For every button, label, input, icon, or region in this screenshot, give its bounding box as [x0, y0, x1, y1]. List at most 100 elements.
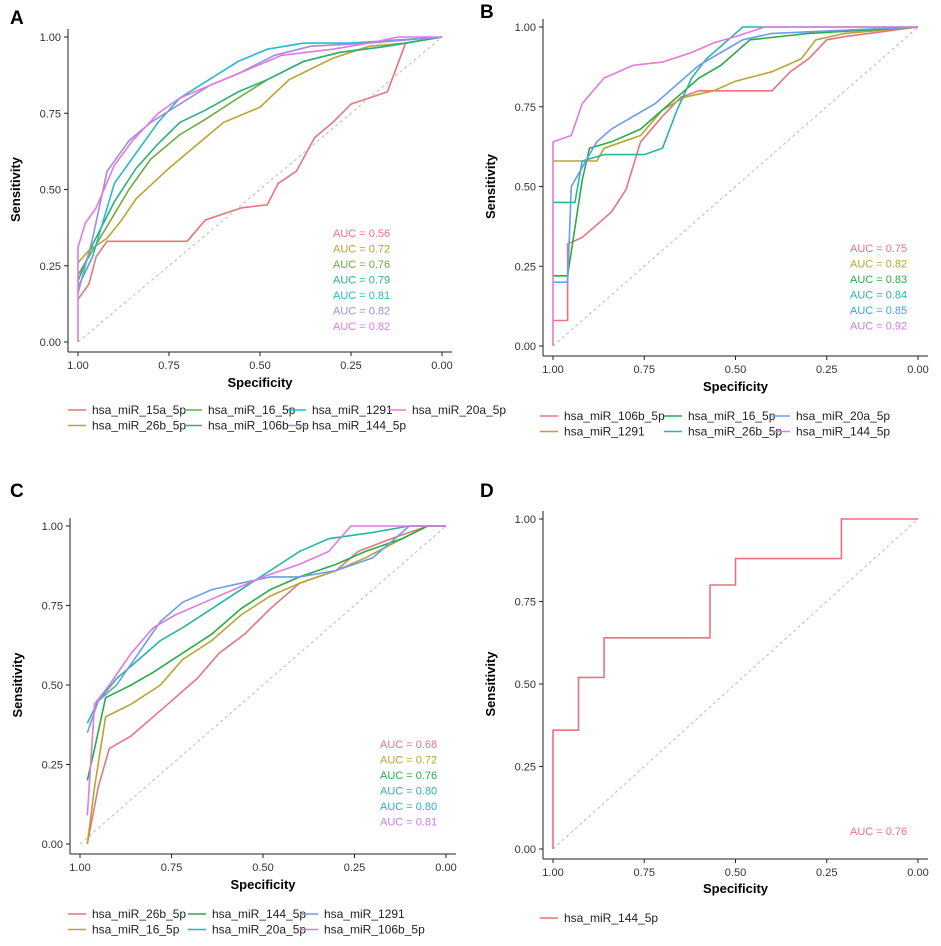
y-tick-label: 0.00 — [515, 844, 536, 856]
panel-letter: B — [480, 2, 494, 23]
auc-label: AUC = 0.80 — [380, 801, 437, 813]
roc-line-hsa-mir-144-5p — [552, 26, 918, 346]
y-axis-title: Sensitivity — [8, 156, 23, 222]
y-tick-label: 0.00 — [40, 337, 61, 349]
legend-label: hsa_miR_106b_5p — [208, 419, 309, 433]
auc-label: AUC = 0.82 — [333, 306, 390, 318]
auc-label: AUC = 0.80 — [380, 786, 437, 798]
legend-label: hsa_miR_1291 — [564, 425, 645, 439]
x-tick-label: 0.25 — [340, 360, 361, 372]
y-tick-label: 0.25 — [515, 762, 536, 774]
x-tick-label: 1.00 — [542, 867, 563, 879]
legend-label: hsa_miR_106b_5p — [564, 409, 665, 423]
y-tick-label: 0.75 — [42, 601, 63, 613]
y-tick-label: 0.50 — [42, 680, 63, 692]
auc-label: AUC = 0.56 — [333, 228, 390, 240]
auc-label: AUC = 0.83 — [850, 274, 907, 286]
auc-label: AUC = 0.75 — [850, 243, 907, 255]
roc-line-hsa-mir-16-5p — [553, 26, 919, 277]
legend-label: hsa_miR_144_5p — [796, 425, 890, 439]
auc-label: AUC = 0.72 — [380, 755, 437, 767]
legend-label: hsa_miR_1291 — [312, 403, 393, 417]
diagonal-reference-line — [552, 518, 919, 850]
legend-label: hsa_miR_16_5p — [688, 409, 776, 423]
x-tick-label: 0.25 — [816, 867, 837, 879]
panel-d: D 0.00 0.25 0.50 0.75 1.00 1.00 0.75 0.50 0.25 0.0… — [480, 481, 929, 925]
roc-line-hsa-mir-20a-5p — [77, 36, 442, 342]
panel-letter: A — [10, 8, 24, 29]
auc-label: AUC = 0.81 — [333, 290, 390, 302]
legend-label: hsa_miR_20a_5p — [796, 409, 890, 423]
y-axis-title: Sensitivity — [483, 651, 498, 717]
legend-label: hsa_miR_16_5p — [92, 923, 180, 937]
auc-label: AUC = 0.92 — [850, 321, 907, 333]
x-axis-title: Specificity — [227, 375, 293, 390]
auc-label: AUC = 0.76 — [380, 770, 437, 782]
roc-line-hsa-mir-106b-5p — [77, 36, 443, 282]
x-axis-title: Specificity — [703, 881, 769, 896]
x-tick-label: 0.75 — [634, 867, 655, 879]
roc-line-hsa-mir-1291 — [77, 36, 443, 288]
y-axis-title: Sensitivity — [10, 652, 25, 718]
y-tick-label: 1.00 — [42, 521, 63, 533]
diagonal-reference-line — [77, 36, 443, 343]
roc-line-hsa-mir-1291 — [553, 26, 919, 162]
roc-line-hsa-mir-1291 — [86, 525, 446, 733]
panel-letter: C — [10, 481, 24, 502]
y-tick-label: 0.75 — [515, 597, 536, 609]
x-tick-label: 1.00 — [69, 862, 90, 874]
x-tick-label: 0.50 — [725, 867, 746, 879]
x-tick-label: 0.00 — [435, 862, 456, 874]
roc-line-hsa-mir-20a-5p — [553, 26, 919, 284]
auc-label: AUC = 0.79 — [333, 275, 390, 287]
x-tick-label: 0.75 — [634, 364, 655, 376]
roc-line-hsa-mir-20a-5p — [86, 525, 446, 724]
x-axis-title: Specificity — [230, 877, 296, 892]
x-axis-title: Specificity — [703, 379, 769, 394]
legend-label: hsa_miR_26b_5p — [92, 907, 186, 921]
roc-line-hsa-mir-106b-5p — [553, 26, 919, 322]
y-tick-label: 0.75 — [515, 102, 536, 114]
y-tick-label: 1.00 — [40, 32, 61, 44]
x-tick-label: 0.00 — [431, 360, 452, 372]
auc-label: AUC = 0.84 — [850, 290, 907, 302]
auc-label: AUC = 0.82 — [333, 321, 390, 333]
y-tick-label: 0.25 — [515, 261, 536, 273]
x-tick-label: 0.50 — [249, 360, 270, 372]
y-axis-title: Sensitivity — [483, 153, 498, 219]
diagonal-reference-line — [552, 26, 919, 347]
roc-line-hsa-mir-144-5p — [552, 518, 918, 849]
x-tick-label: 0.50 — [725, 364, 746, 376]
panel-letter: D — [480, 481, 494, 502]
legend-label: hsa_miR_20a_5p — [412, 403, 506, 417]
legend-label: hsa_miR_20a_5p — [212, 923, 306, 937]
auc-label: AUC = 0.81 — [380, 817, 437, 829]
legend-label: hsa_miR_26b_5p — [92, 419, 186, 433]
legend-label: hsa_miR_15a_5p — [92, 403, 186, 417]
y-tick-label: 0.25 — [40, 261, 61, 273]
legend-label: hsa_miR_1291 — [324, 907, 405, 921]
auc-label: AUC = 0.85 — [850, 305, 907, 317]
legend-label: hsa_miR_144_5p — [312, 419, 406, 433]
panel-a: A 0.00 0.25 0.50 0.75 1.00 1.00 0.75 0.50 0.25 0.0… — [8, 8, 506, 433]
y-tick-label: 0.00 — [42, 839, 63, 851]
y-tick-label: 0.00 — [515, 341, 536, 353]
y-tick-label: 1.00 — [515, 514, 536, 526]
auc-label: AUC = 0.76 — [333, 259, 390, 271]
x-tick-label: 0.75 — [158, 360, 179, 372]
panel-c: C 0.00 0.25 0.50 0.75 1.00 1.00 0.75 0.50 0.25 0.0… — [10, 481, 457, 937]
auc-label: AUC = 0.68 — [380, 739, 437, 751]
x-tick-label: 1.00 — [67, 360, 88, 372]
roc-line-hsa-mir-26b-5p — [86, 525, 446, 845]
panel-b: B 0.00 0.25 0.50 0.75 1.00 1.00 0.75 0.50 0.25 0.0… — [480, 2, 929, 439]
y-tick-label: 0.50 — [40, 185, 61, 197]
y-tick-label: 0.50 — [515, 679, 536, 691]
legend-label: hsa_miR_144_5p — [564, 911, 658, 925]
x-tick-label: 0.25 — [344, 862, 365, 874]
roc-line-hsa-mir-106b-5p — [86, 525, 446, 816]
legend-label: hsa_miR_106b_5p — [324, 923, 425, 937]
y-tick-label: 0.75 — [40, 108, 61, 120]
y-tick-label: 1.00 — [515, 22, 536, 34]
y-tick-label: 0.25 — [42, 760, 63, 772]
